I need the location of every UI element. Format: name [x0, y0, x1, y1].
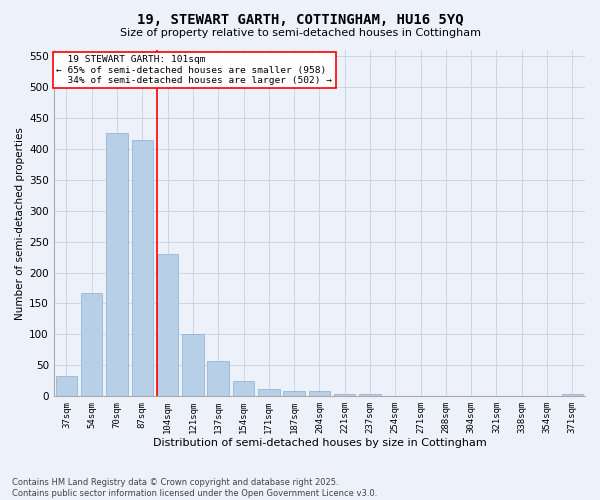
Bar: [258, 390, 280, 396]
Text: Contains HM Land Registry data © Crown copyright and database right 2025.
Contai: Contains HM Land Registry data © Crown c…: [12, 478, 377, 498]
Bar: [283, 392, 305, 396]
Text: 19, STEWART GARTH, COTTINGHAM, HU16 5YQ: 19, STEWART GARTH, COTTINGHAM, HU16 5YQ: [137, 12, 463, 26]
Bar: [81, 293, 103, 396]
Bar: [106, 134, 128, 396]
Bar: [562, 394, 583, 396]
Text: Size of property relative to semi-detached houses in Cottingham: Size of property relative to semi-detach…: [119, 28, 481, 38]
Bar: [56, 376, 77, 396]
Y-axis label: Number of semi-detached properties: Number of semi-detached properties: [15, 126, 25, 320]
Bar: [233, 381, 254, 396]
Bar: [359, 394, 381, 396]
Text: 19 STEWART GARTH: 101sqm
← 65% of semi-detached houses are smaller (958)
  34% o: 19 STEWART GARTH: 101sqm ← 65% of semi-d…: [56, 55, 332, 85]
X-axis label: Distribution of semi-detached houses by size in Cottingham: Distribution of semi-detached houses by …: [152, 438, 486, 448]
Bar: [157, 254, 178, 396]
Bar: [182, 334, 203, 396]
Bar: [334, 394, 355, 396]
Bar: [208, 361, 229, 396]
Bar: [131, 140, 153, 396]
Bar: [308, 390, 330, 396]
